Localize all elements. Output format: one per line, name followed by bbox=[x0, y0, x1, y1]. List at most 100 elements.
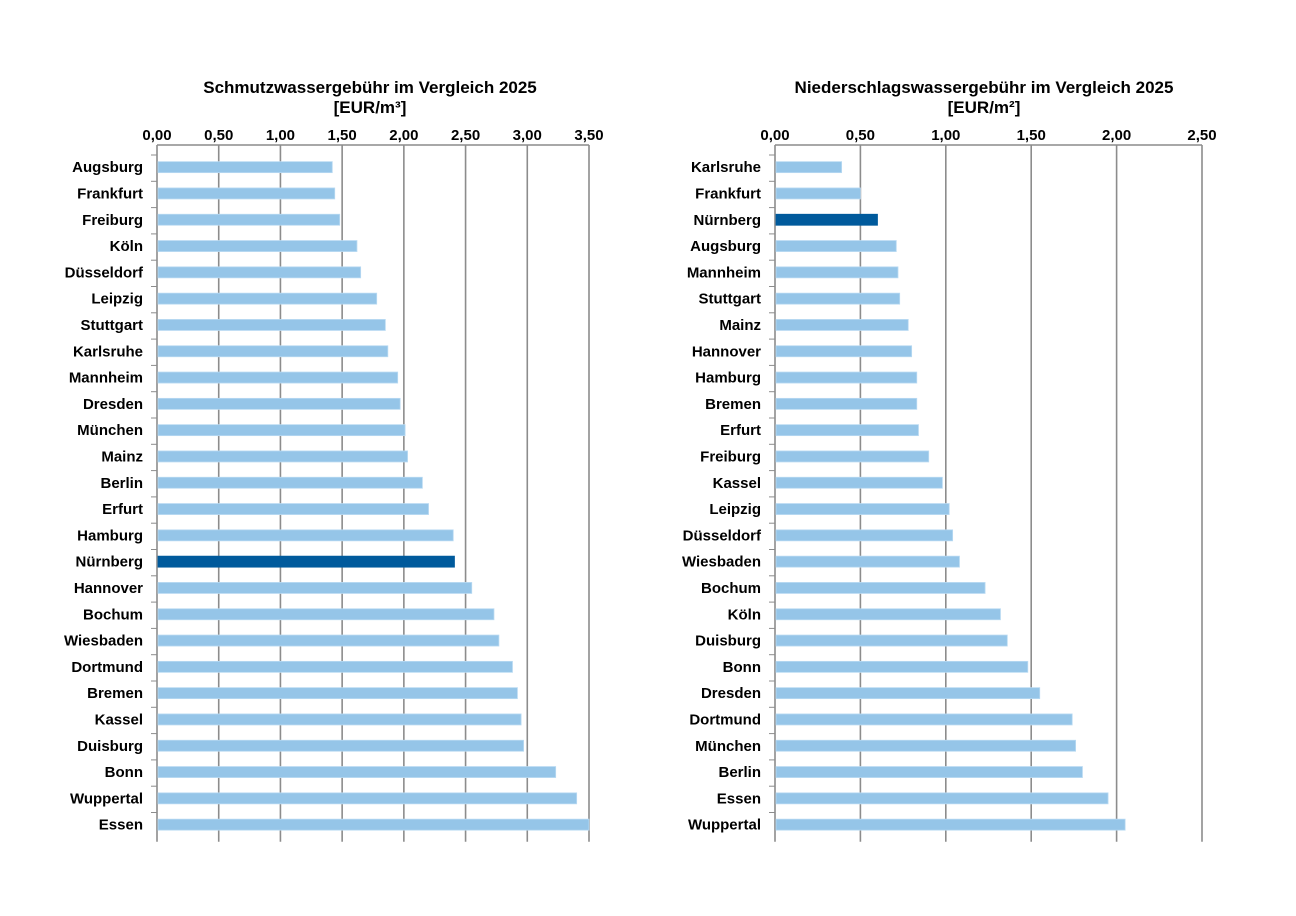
bar-Wiesbaden bbox=[157, 634, 500, 647]
bar-Dresden bbox=[157, 397, 401, 410]
bar-Frankfurt bbox=[775, 187, 861, 200]
category-label: Kassel bbox=[713, 475, 761, 492]
category-label: Dortmund bbox=[71, 659, 143, 676]
category-label: Erfurt bbox=[720, 422, 761, 439]
category-label: Leipzig bbox=[91, 291, 143, 308]
category-label: Dresden bbox=[83, 396, 143, 413]
category-label: Bonn bbox=[723, 659, 761, 676]
category-label: München bbox=[77, 422, 143, 439]
bar-Augsburg bbox=[775, 240, 897, 252]
bar-Freiburg bbox=[157, 213, 341, 226]
bar-Bochum bbox=[775, 582, 986, 594]
tick-label: 1,50 bbox=[1017, 127, 1046, 144]
bar-Bochum bbox=[157, 608, 495, 621]
bar-Kassel bbox=[157, 713, 522, 726]
bar-Essen bbox=[157, 818, 590, 831]
category-label: Nürnberg bbox=[76, 554, 144, 571]
bar-Frankfurt bbox=[157, 187, 336, 200]
category-label: Düsseldorf bbox=[65, 264, 144, 281]
category-label: Hannover bbox=[692, 343, 761, 360]
tick-label: 0,50 bbox=[204, 127, 233, 144]
bar-Hamburg bbox=[775, 371, 918, 384]
category-label: Wuppertal bbox=[688, 817, 761, 834]
bar-Leipzig bbox=[157, 292, 378, 305]
category-label: Berlin bbox=[718, 764, 761, 781]
category-label: Essen bbox=[99, 817, 143, 834]
bar-Karlsruhe bbox=[157, 345, 389, 358]
category-label: Karlsruhe bbox=[691, 159, 761, 176]
category-label: Duisburg bbox=[77, 738, 143, 755]
bar-Duisburg bbox=[157, 739, 524, 752]
bar-Berlin bbox=[157, 476, 423, 489]
category-label: Wiesbaden bbox=[64, 633, 143, 650]
bar-Hannover bbox=[775, 345, 913, 358]
bar-Mannheim bbox=[157, 371, 399, 384]
bar-Karlsruhe bbox=[775, 161, 843, 174]
bar-Bremen bbox=[157, 687, 518, 700]
category-label: Bochum bbox=[701, 580, 761, 597]
category-label: Augsburg bbox=[72, 159, 143, 176]
bar-Mainz bbox=[775, 319, 909, 331]
tick-label: 0,00 bbox=[142, 127, 171, 144]
bar-Köln bbox=[775, 608, 1001, 621]
chart-title: Schmutzwassergebühr im Vergleich 2025 bbox=[203, 78, 537, 97]
bar-Düsseldorf bbox=[157, 266, 362, 279]
bar-Mannheim bbox=[775, 266, 899, 279]
bar-Augsburg bbox=[157, 161, 333, 174]
category-label: Essen bbox=[717, 790, 761, 807]
bar-Bonn bbox=[157, 766, 557, 778]
bar-Freiburg bbox=[775, 450, 930, 463]
chart-2: Niederschlagswassergebühr im Vergleich 2… bbox=[682, 78, 1217, 842]
category-label: Düsseldorf bbox=[683, 527, 762, 544]
category-label: Köln bbox=[728, 606, 761, 623]
category-label: Augsburg bbox=[690, 238, 761, 255]
bar-Leipzig bbox=[775, 503, 950, 515]
category-label: Hannover bbox=[74, 580, 143, 597]
category-label: Mannheim bbox=[69, 370, 143, 387]
category-label: Freiburg bbox=[700, 448, 761, 465]
bar-Mainz bbox=[157, 450, 408, 463]
bar-Düsseldorf bbox=[775, 529, 954, 542]
tick-label: 3,50 bbox=[574, 127, 603, 144]
category-label: Stuttgart bbox=[699, 291, 762, 308]
tick-label: 1,00 bbox=[266, 127, 295, 144]
category-label: Bonn bbox=[105, 764, 143, 781]
category-label: Kassel bbox=[95, 711, 143, 728]
category-label: Bremen bbox=[705, 396, 761, 413]
tick-label: 1,50 bbox=[328, 127, 357, 144]
category-label: Köln bbox=[110, 238, 143, 255]
bar-Kassel bbox=[775, 476, 943, 489]
category-label: Bremen bbox=[87, 685, 143, 702]
bar-Erfurt bbox=[157, 503, 429, 515]
chart-subtitle: [EUR/m²] bbox=[948, 98, 1021, 117]
category-label: Mannheim bbox=[687, 264, 761, 281]
category-label: Bochum bbox=[83, 606, 143, 623]
bar-Bonn bbox=[775, 660, 1029, 673]
bar-Erfurt bbox=[775, 424, 919, 437]
category-label: Wiesbaden bbox=[682, 554, 761, 571]
bar-Stuttgart bbox=[157, 319, 386, 331]
category-label: Dortmund bbox=[689, 711, 761, 728]
category-label: Hamburg bbox=[77, 527, 143, 544]
category-label: Wuppertal bbox=[70, 790, 143, 807]
tick-label: 2,00 bbox=[1102, 127, 1131, 144]
category-label: Leipzig bbox=[709, 501, 761, 518]
bar-Hamburg bbox=[157, 529, 454, 542]
bar-Duisburg bbox=[775, 634, 1008, 647]
tick-label: 0,50 bbox=[846, 127, 875, 144]
bar-München bbox=[157, 424, 406, 437]
category-label: Mainz bbox=[719, 317, 761, 334]
bar-Wiesbaden bbox=[775, 555, 960, 568]
tick-label: 2,50 bbox=[1187, 127, 1216, 144]
bar-Stuttgart bbox=[775, 292, 901, 305]
category-label: Berlin bbox=[100, 475, 143, 492]
category-label: München bbox=[695, 738, 761, 755]
category-label: Nürnberg bbox=[694, 212, 762, 229]
bar-Essen bbox=[775, 792, 1109, 805]
bar-Dortmund bbox=[775, 713, 1073, 726]
category-label: Mainz bbox=[101, 448, 143, 465]
bar-Köln bbox=[157, 240, 358, 252]
bar-Nürnberg bbox=[157, 555, 455, 568]
category-label: Frankfurt bbox=[77, 185, 143, 202]
bar-Dresden bbox=[775, 687, 1041, 700]
